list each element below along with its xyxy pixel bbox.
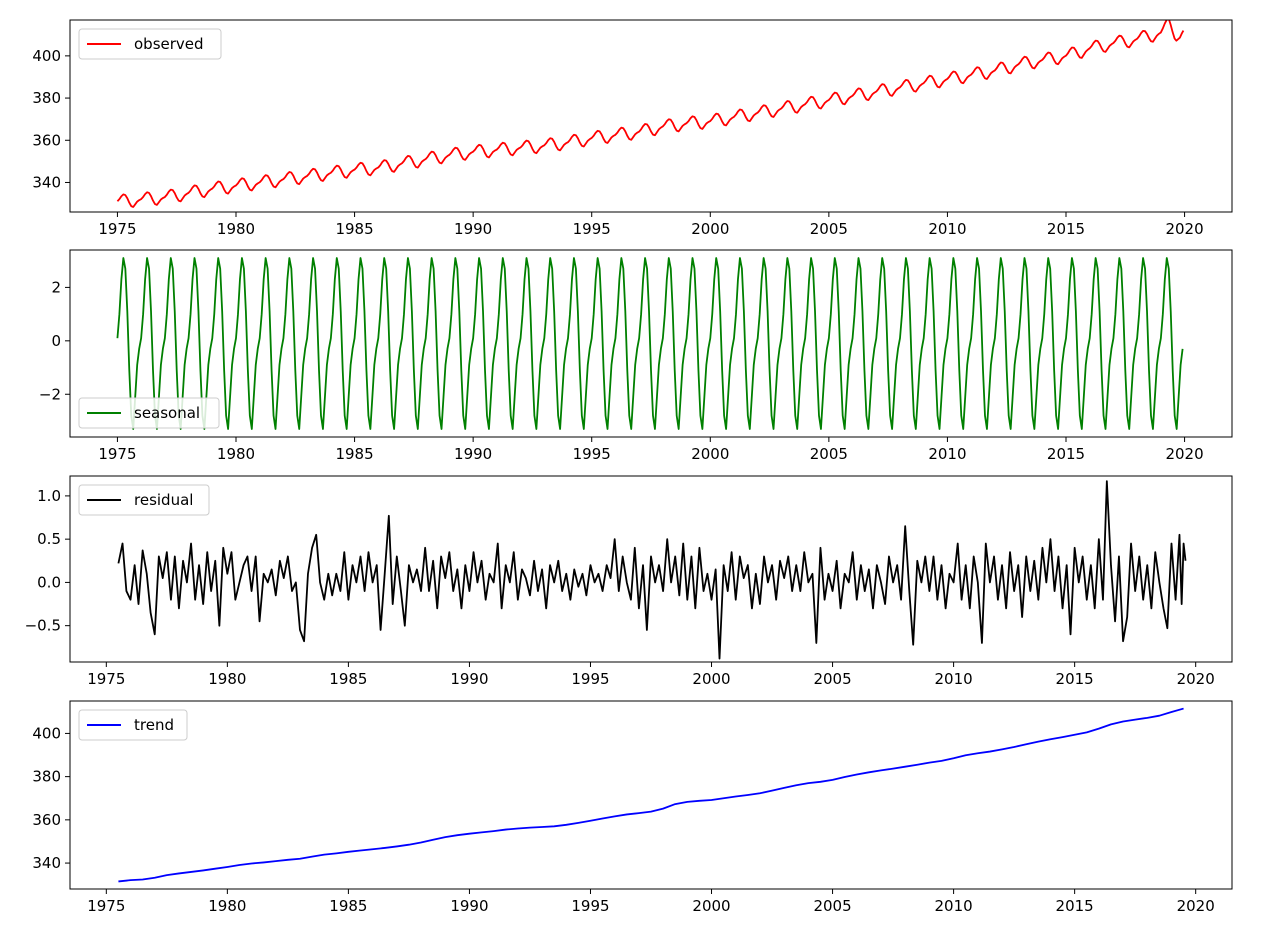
legend-label: seasonal [134,404,200,422]
x-tick-label: 2000 [692,670,730,688]
y-tick-label: −0.5 [25,617,61,635]
y-tick-label: 2 [51,278,61,296]
y-tick-label: 380 [32,768,61,786]
legend-label: observed [134,35,204,53]
x-tick-label: 2020 [1177,897,1215,915]
x-tick-label: 1980 [217,220,255,238]
observed-subplot: 1975 1980 1985 1990 1995 2000 2005 2010 2015 2020… [32,19,1233,238]
seasonal-subplot: 1975 1980 1985 1990 1995 2000 2005 2010 2015 2020… [39,249,1233,463]
x-tick-label: 2010 [935,897,973,915]
x-tick-label: 2020 [1165,445,1203,463]
x-tick-label: 1985 [329,897,367,915]
x-tick-label: 1985 [335,220,373,238]
x-tick-label: 1995 [573,445,611,463]
x-tick-label: 2015 [1047,445,1085,463]
legend-label: residual [134,491,193,509]
y-tick-label: −2 [39,385,61,403]
y-tick-label: 400 [32,724,61,742]
y-tick-label: 360 [32,811,61,829]
residual-legend: residual [78,484,210,516]
seasonal-legend: seasonal [78,397,220,429]
x-tick-label: 1975 [98,220,136,238]
legend-box [78,28,222,60]
x-tick-label: 1990 [454,445,492,463]
y-tick-label: 0 [51,332,61,350]
x-tick-label: 1975 [87,897,125,915]
x-tick-label: 2015 [1047,220,1085,238]
x-tick-label: 1975 [87,670,125,688]
residual-line [117,480,1187,660]
x-tick-label: 2000 [692,897,730,915]
x-tick-label: 1985 [329,670,367,688]
y-tick-label: 340 [32,854,61,872]
y-tick-label: 0.0 [37,573,61,591]
x-tick-label: 1985 [335,445,373,463]
x-tick-label: 1990 [450,670,488,688]
trend-subplot: 1975 1980 1985 1990 1995 2000 2005 2010 2015 2020… [32,700,1233,915]
legend-box [78,397,220,429]
x-tick-label: 1980 [217,445,255,463]
x-tick-label: 2010 [935,670,973,688]
legend-box [78,709,188,741]
y-tick-label: 380 [32,89,61,107]
x-tick-label: 2015 [1056,897,1094,915]
x-tick-label: 2000 [691,220,729,238]
residual-axes-frame [69,475,1233,663]
observed-line [116,20,1185,208]
y-tick-label: 340 [32,173,61,191]
x-tick-label: 2010 [928,220,966,238]
x-tick-label: 2005 [810,445,848,463]
legend-label: trend [134,716,174,734]
trend-legend: trend [78,709,188,741]
seasonal-line [116,257,1184,430]
y-tick-label: 400 [32,47,61,65]
residual-subplot: 1975 1980 1985 1990 1995 2000 2005 2010 2015 2020… [25,475,1233,688]
x-tick-label: 2000 [691,445,729,463]
x-tick-label: 2020 [1177,670,1215,688]
x-tick-label: 1975 [98,445,136,463]
y-tick-label: 360 [32,131,61,149]
trend-line [118,707,1184,883]
x-tick-label: 1995 [571,897,609,915]
x-tick-label: 2005 [813,897,851,915]
y-tick-label: 0.5 [37,530,61,548]
x-tick-label: 2020 [1165,220,1203,238]
x-tick-label: 1995 [571,670,609,688]
observed-legend: observed [78,28,222,60]
x-tick-label: 2005 [810,220,848,238]
x-tick-label: 1980 [208,670,246,688]
x-tick-label: 1995 [573,220,611,238]
observed-axes-frame [69,19,1233,213]
x-tick-label: 1990 [450,897,488,915]
x-tick-label: 2010 [928,445,966,463]
legend-box [78,484,210,516]
x-tick-label: 1980 [208,897,246,915]
x-tick-label: 2005 [813,670,851,688]
seasonal-axes-frame [69,249,1233,438]
x-tick-label: 1990 [454,220,492,238]
trend-axes-frame [69,700,1233,890]
y-tick-label: 1.0 [37,487,61,505]
x-tick-label: 2015 [1056,670,1094,688]
